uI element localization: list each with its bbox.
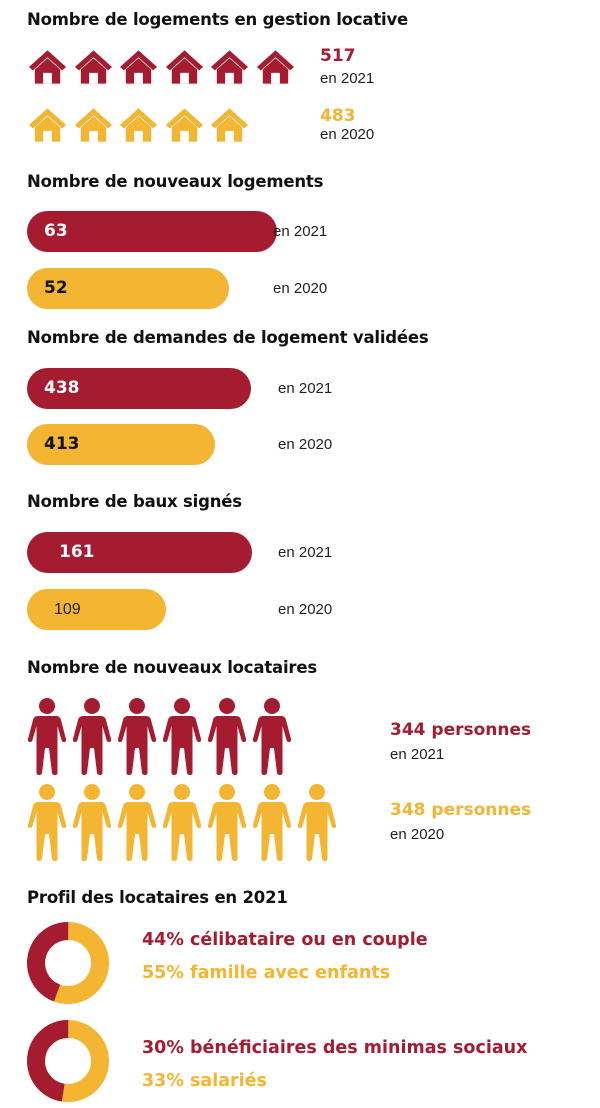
person-icon xyxy=(27,784,67,861)
bar-baux-2021: 161 xyxy=(27,532,252,573)
year-baux-2020: en 2020 xyxy=(278,601,333,618)
house-icon xyxy=(28,50,67,84)
person-icon xyxy=(162,784,202,861)
profile-label-minimas-sociaux: 30% bénéficiaires des minimas sociaux xyxy=(142,1038,528,1058)
bar-label-baux-2020: 109 xyxy=(54,601,81,618)
donut-situation-familiale xyxy=(27,922,109,1004)
year-locataires-2021: en 2021 xyxy=(390,746,445,763)
person-icon xyxy=(297,784,337,861)
year-demandes-2020: en 2020 xyxy=(278,436,333,453)
value-locataires-2021: 344 personnes xyxy=(390,720,532,740)
donut-situation-professionnelle xyxy=(27,1020,109,1102)
bar-label-baux-2021: 161 xyxy=(59,542,95,562)
house-icon xyxy=(165,108,203,142)
house-icon xyxy=(74,50,112,84)
year-nouveaux-2020: en 2020 xyxy=(273,280,328,297)
person-icon xyxy=(252,698,292,775)
bar-nouveaux-2021: 63 xyxy=(27,211,277,252)
bar-nouveaux-2020: 52 xyxy=(27,268,229,309)
bar-label-nouveaux-2021: 63 xyxy=(44,221,68,241)
person-icon xyxy=(117,784,157,861)
year-baux-2021: en 2021 xyxy=(278,544,333,561)
houses-row-2020 xyxy=(27,106,255,144)
profile-label-famille: 55% famille avec enfants xyxy=(142,963,391,983)
house-icon xyxy=(28,108,67,142)
year-demandes-2021: en 2021 xyxy=(278,380,333,397)
bar-label-nouveaux-2020: 52 xyxy=(44,278,68,298)
year-logements-2021: en 2021 xyxy=(320,70,375,87)
person-icon xyxy=(117,698,157,775)
section-title-logements: Nombre de logements en gestion locative xyxy=(27,10,409,29)
house-icon xyxy=(119,50,158,84)
person-icon xyxy=(72,698,112,775)
bar-baux-2020: 109 xyxy=(27,589,166,630)
bar-label-demandes-2021: 438 xyxy=(44,378,80,398)
section-title-baux: Nombre de baux signés xyxy=(27,492,242,511)
house-icon xyxy=(74,108,112,142)
year-nouveaux-2021: en 2021 xyxy=(273,223,328,240)
bar-label-demandes-2020: 413 xyxy=(44,434,80,454)
year-locataires-2020: en 2020 xyxy=(390,826,445,843)
value-logements-2021: 517 xyxy=(320,46,356,66)
house-icon xyxy=(210,50,249,84)
person-icon xyxy=(162,698,202,775)
donut-slice-primary xyxy=(27,1020,109,1102)
person-icon xyxy=(27,698,67,775)
profile-label-celibataire: 44% célibataire ou en couple xyxy=(142,930,428,950)
houses-row-2021 xyxy=(27,48,300,86)
people-row-2020 xyxy=(27,783,342,861)
section-title-locataires: Nombre de nouveaux locataires xyxy=(27,658,317,677)
profile-label-salaries: 33% salariés xyxy=(142,1071,267,1091)
house-icon xyxy=(119,108,158,142)
section-title-demandes: Nombre de demandes de logement validées xyxy=(27,328,429,347)
people-row-2021 xyxy=(27,697,297,775)
person-icon xyxy=(252,784,292,861)
section-title-profil: Profil des locataires en 2021 xyxy=(27,888,288,907)
house-icon xyxy=(256,50,294,84)
person-icon xyxy=(207,698,247,775)
year-logements-2020: en 2020 xyxy=(320,126,375,143)
value-locataires-2020: 348 personnes xyxy=(390,800,532,820)
house-icon xyxy=(165,50,203,84)
bar-demandes-2021: 438 xyxy=(27,368,251,409)
value-logements-2020: 483 xyxy=(320,106,356,126)
house-icon xyxy=(210,108,249,142)
section-title-nouveaux-logements: Nombre de nouveaux logements xyxy=(27,172,324,191)
bar-demandes-2020: 413 xyxy=(27,424,215,465)
person-icon xyxy=(207,784,247,861)
person-icon xyxy=(72,784,112,861)
